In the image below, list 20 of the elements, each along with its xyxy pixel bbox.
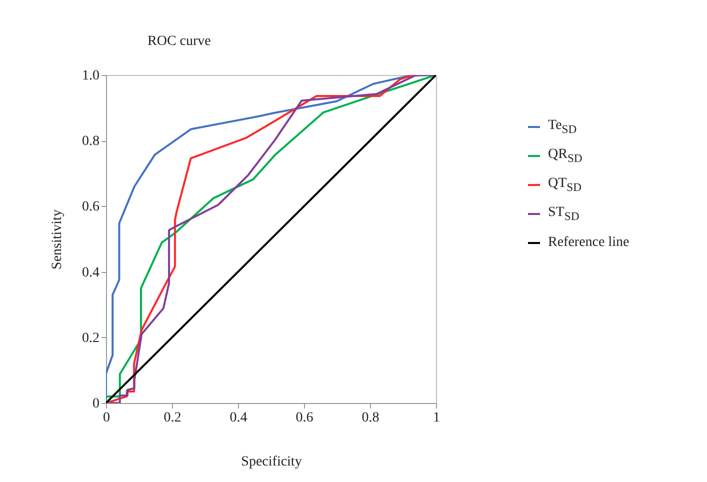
x-tick-label: 0 xyxy=(103,410,110,426)
legend-label: QR$_{SD}$ xyxy=(548,146,582,164)
y-tick-label: 0.2 xyxy=(82,330,100,346)
y-tick-label: 0.4 xyxy=(82,265,100,280)
x-tick-label: 0.8 xyxy=(362,410,380,426)
x-tick-label: 0.2 xyxy=(164,410,182,426)
legend-label: Reference line xyxy=(548,234,630,250)
legend-label: ST$_{SD}$ xyxy=(548,204,580,222)
legend-label: Te$_{SD}$ xyxy=(548,118,577,136)
y-tick-label: 0.6 xyxy=(82,200,100,215)
y-tick-label: 1.0 xyxy=(82,68,100,84)
legend-label: QT$_{SD}$ xyxy=(548,176,582,194)
y-tick-label: 0 xyxy=(92,396,100,412)
x-tick-label: 1 xyxy=(433,410,440,426)
chart-title: ROC curve xyxy=(148,34,211,49)
x-tick-label: 0.6 xyxy=(296,410,314,426)
x-tick-label: 0.4 xyxy=(230,410,248,426)
x-axis-title: Specificity xyxy=(241,454,302,470)
y-axis-title: Sensitivity xyxy=(50,210,65,270)
y-tick-label: 0.8 xyxy=(82,134,100,150)
